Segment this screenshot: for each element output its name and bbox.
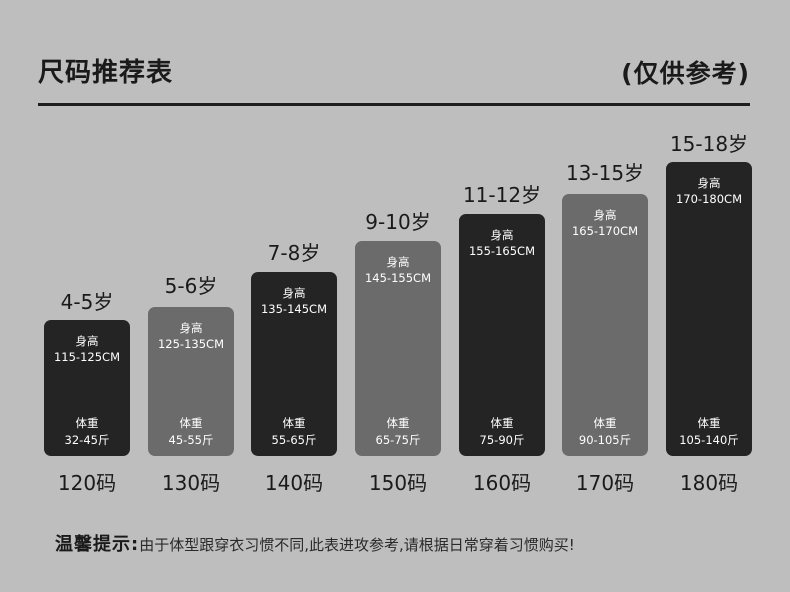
height-label: 身高 (386, 255, 410, 269)
size-label: 140码 (264, 471, 324, 495)
height-label: 身高 (282, 286, 306, 300)
height-label: 身高 (179, 321, 203, 335)
weight-label: 体重 (490, 416, 514, 430)
weight-label: 体重 (593, 416, 617, 430)
size-bar: 身高 135-145CM 体重 55-65斤 (251, 272, 337, 456)
age-range: 11-12岁 (462, 183, 542, 207)
age-range: 13-15岁 (565, 161, 645, 185)
size-label: 160码 (472, 471, 532, 495)
height-label: 身高 (697, 176, 721, 190)
height-value: 170-180CM (675, 192, 742, 206)
height-value: 135-145CM (260, 302, 327, 316)
weight-label: 体重 (282, 416, 306, 430)
age-range: 5-6岁 (164, 274, 218, 298)
weight-value: 105-140斤 (679, 433, 739, 447)
size-label: 170码 (575, 471, 635, 495)
size-bar: 身高 115-125CM 体重 32-45斤 (44, 320, 130, 456)
weight-value: 65-75斤 (375, 433, 421, 447)
size-column-180: 15-18岁 身高 170-180CM 体重 105-140斤 (666, 132, 752, 456)
size-column-120: 4-5岁 身高 115-125CM 体重 32-45斤 (44, 290, 130, 456)
size-bar: 身高 145-155CM 体重 65-75斤 (355, 241, 441, 456)
size-column-170: 13-15岁 身高 165-170CM 体重 90-105斤 (562, 161, 648, 456)
height-value: 125-135CM (157, 337, 224, 351)
size-label: 120码 (57, 471, 117, 495)
height-value: 165-170CM (571, 224, 638, 238)
weight-value: 32-45斤 (64, 433, 110, 447)
size-bar: 身高 125-135CM 体重 45-55斤 (148, 307, 234, 456)
age-range: 7-8岁 (267, 241, 321, 265)
weight-label: 体重 (75, 416, 99, 430)
weight-value: 90-105斤 (578, 433, 632, 447)
size-label: 130码 (161, 471, 221, 495)
weight-label: 体重 (697, 416, 721, 430)
weight-label: 体重 (179, 416, 203, 430)
title-divider (38, 103, 750, 106)
size-column-150: 9-10岁 身高 145-155CM 体重 65-75斤 (355, 210, 441, 456)
age-range: 9-10岁 (365, 210, 431, 234)
size-bar: 身高 155-165CM 体重 75-90斤 (459, 214, 545, 456)
size-column-140: 7-8岁 身高 135-145CM 体重 55-65斤 (251, 241, 337, 456)
tip-heading: 温馨提示: (55, 534, 140, 555)
age-range: 4-5岁 (60, 290, 114, 314)
size-column-160: 11-12岁 身高 155-165CM 体重 75-90斤 (459, 183, 545, 456)
height-value: 115-125CM (53, 350, 120, 364)
height-label: 身高 (490, 228, 514, 242)
height-label: 身高 (75, 334, 99, 348)
size-column-130: 5-6岁 身高 125-135CM 体重 45-55斤 (148, 274, 234, 456)
height-value: 145-155CM (364, 271, 431, 285)
size-label: 180码 (679, 471, 739, 495)
size-bar: 身高 170-180CM 体重 105-140斤 (666, 162, 752, 456)
age-range: 15-18岁 (669, 132, 749, 156)
weight-label: 体重 (386, 416, 410, 430)
weight-value: 75-90斤 (479, 433, 525, 447)
height-label: 身高 (593, 208, 617, 222)
page-title: 尺码推荐表 (38, 58, 174, 88)
weight-value: 45-55斤 (168, 433, 214, 447)
page-subtitle: (仅供参考) (621, 59, 750, 88)
tip-text: 由于体型跟穿衣习惯不同,此表进攻参考,请根据日常穿着习惯购买! (139, 536, 575, 554)
weight-value: 55-65斤 (271, 433, 317, 447)
size-label: 150码 (368, 471, 428, 495)
tip-note: 温馨提示:由于体型跟穿衣习惯不同,此表进攻参考,请根据日常穿着习惯购买! (55, 530, 575, 556)
height-value: 155-165CM (468, 244, 535, 258)
size-bar: 身高 165-170CM 体重 90-105斤 (562, 194, 648, 456)
